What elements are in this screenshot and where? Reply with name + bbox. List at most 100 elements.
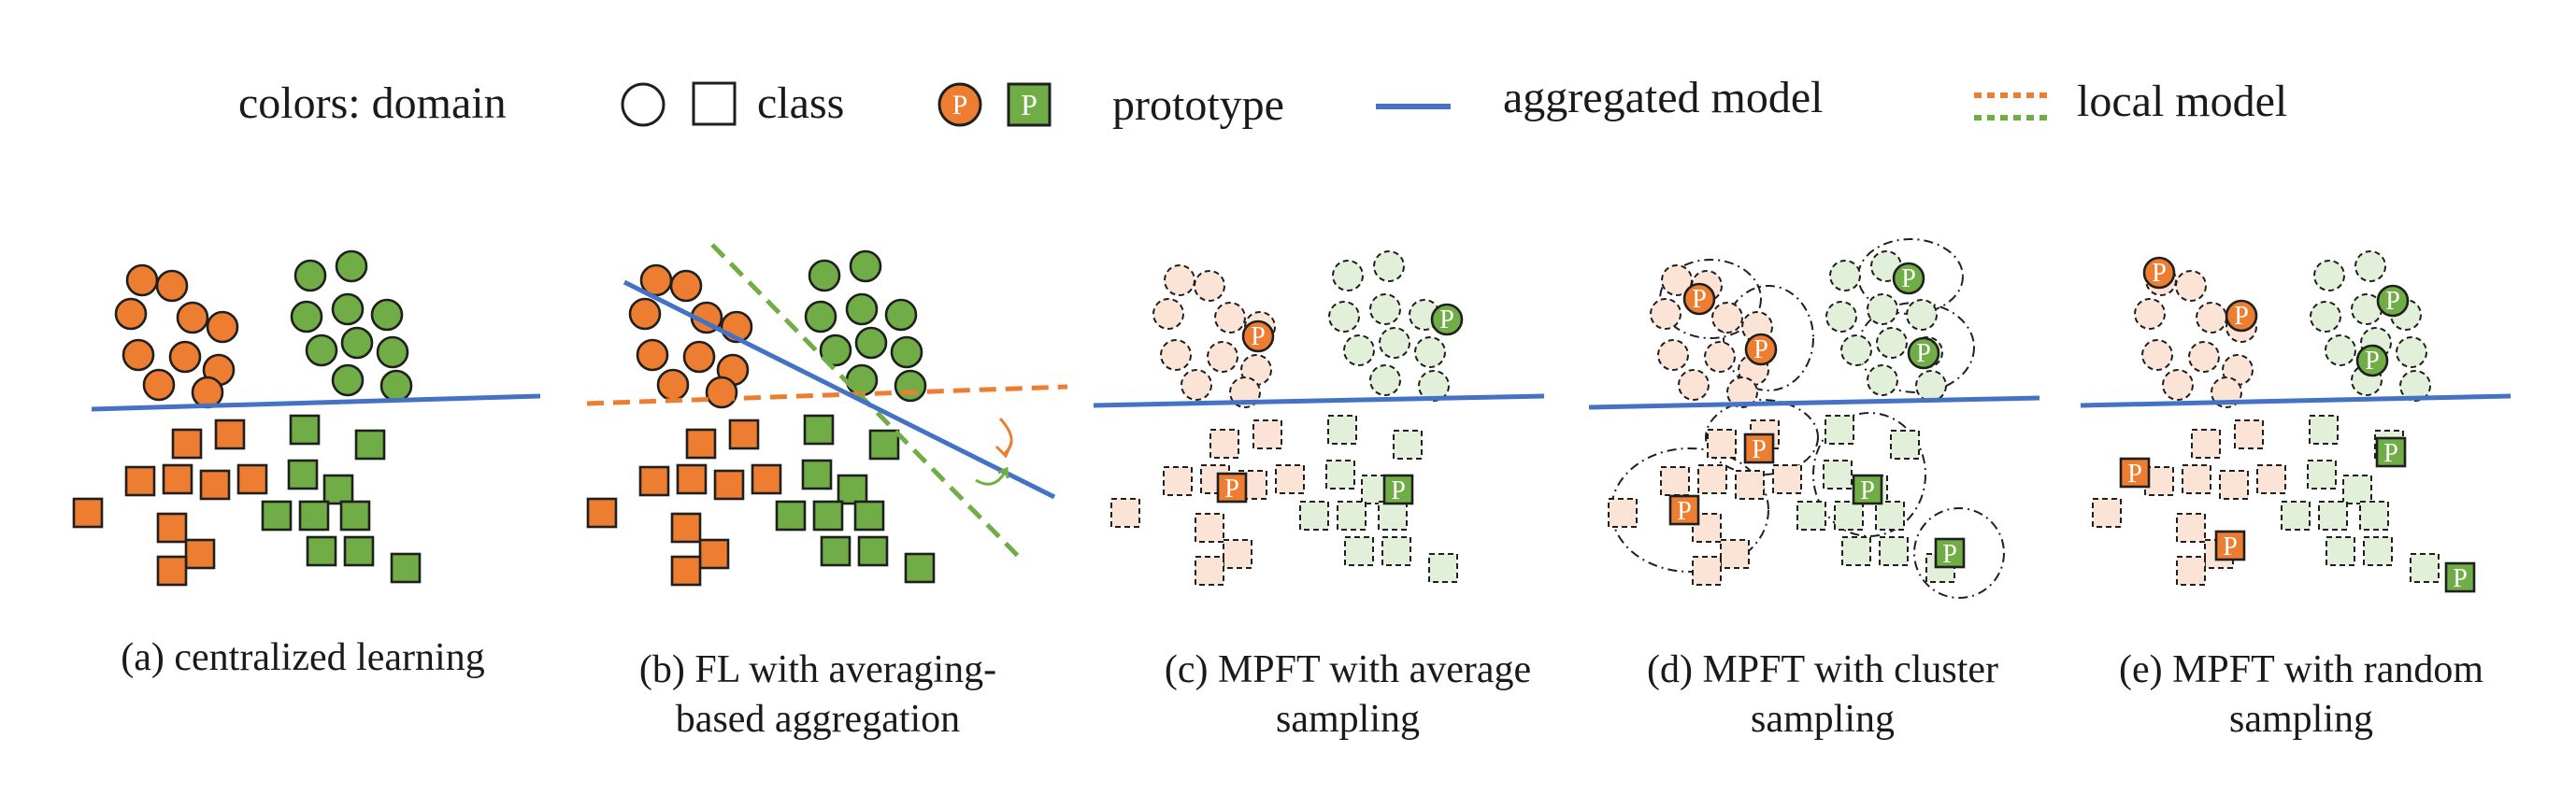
prototype-green-circle-2-glyph: P	[1916, 339, 1931, 368]
green-circle	[1343, 334, 1375, 366]
orange-circle	[125, 263, 159, 297]
orange-square	[1720, 539, 1750, 569]
green-square	[2326, 536, 2355, 566]
rotation-arrowhead-green	[997, 466, 1009, 479]
orange-circle	[1181, 369, 1212, 401]
prototype-green-circle-2	[2355, 344, 2389, 377]
green-square	[2410, 553, 2440, 583]
rotation-arrow-green	[975, 470, 1008, 486]
green-square	[2309, 415, 2339, 445]
orange-square	[171, 428, 203, 460]
green-square	[1834, 501, 1864, 531]
rotation-arrowhead-orange	[995, 442, 1013, 459]
green-circle	[884, 298, 918, 332]
green-square	[801, 459, 833, 490]
prototype-orange-circle-2	[1744, 333, 1778, 366]
green-circle	[1840, 334, 1872, 366]
green-square	[1825, 415, 1854, 445]
green-square	[1841, 536, 1871, 566]
green-circle	[845, 363, 879, 397]
green-circle	[1373, 250, 1405, 282]
orange-circle	[1152, 298, 1184, 330]
orange-circle	[191, 376, 224, 409]
orange-square	[1195, 556, 1224, 586]
orange-square	[1772, 464, 1802, 494]
legend-prototype-label: prototype	[1112, 80, 1284, 130]
orange-circle	[628, 297, 662, 331]
prototype-green-square-1-glyph: P	[1860, 476, 1875, 505]
green-square	[1428, 553, 1458, 583]
green-circle	[2354, 250, 2386, 282]
prototype-orange-square-glyph: P	[1224, 475, 1239, 504]
green-circle	[1332, 260, 1364, 291]
legend-orange-prototype-glyph: P	[952, 90, 968, 121]
orange-square	[685, 428, 717, 460]
orange-square	[162, 463, 193, 495]
prototype-orange-square-2	[1668, 494, 1700, 526]
legend: colors: domain class P P prototype aggre…	[238, 73, 2287, 130]
green-square	[390, 552, 422, 584]
legend-local-label: local model	[2077, 77, 2287, 126]
orange-square	[199, 469, 231, 501]
cluster-ellipse	[1913, 507, 2005, 599]
panel-fl-averaging	[586, 243, 1068, 587]
orange-circle	[155, 269, 189, 303]
prototype-green-circle-2-glyph: P	[2365, 347, 2380, 376]
legend-class-label: class	[757, 78, 844, 128]
prototype-orange-circle-1-glyph: P	[2152, 259, 2167, 288]
legend-square-icon	[692, 81, 737, 126]
orange-circle	[1194, 270, 1225, 302]
orange-square	[1707, 429, 1737, 459]
prototype-green-circle-2	[1907, 336, 1940, 370]
green-square	[1337, 501, 1367, 531]
green-square	[857, 535, 889, 567]
legend-green-prototype-glyph: P	[1021, 88, 1038, 121]
orange-square	[2176, 556, 2206, 586]
green-circle	[1867, 293, 1898, 325]
prototype-green-circle-1	[1892, 262, 1925, 295]
orange-circle	[2141, 339, 2173, 371]
orange-square	[676, 463, 708, 495]
orange-square	[1223, 539, 1252, 569]
prototype-green-square-1	[1852, 474, 1883, 505]
local-model-line-orange	[586, 384, 1068, 406]
aggregated-model-line	[623, 279, 1056, 500]
green-square	[868, 429, 900, 461]
orange-square	[1110, 498, 1140, 528]
prototype-green-square-2	[2444, 561, 2476, 593]
green-square	[1890, 430, 1920, 460]
legend-domain-label: colors: domain	[238, 78, 507, 128]
green-square	[812, 500, 844, 532]
green-circle	[1418, 370, 1450, 402]
green-square	[1344, 536, 1374, 566]
green-circle	[305, 334, 338, 367]
orange-square	[156, 555, 188, 587]
panel-mpft-random-sampling: P P P P P P P P	[2080, 250, 2512, 593]
orange-square	[1735, 470, 1765, 500]
green-square	[343, 535, 375, 567]
prototype-orange-square-1	[2119, 457, 2151, 489]
orange-circle	[1164, 264, 1195, 296]
caption-e-line-2: sampling	[2229, 698, 2373, 741]
orange-circle	[168, 340, 202, 374]
orange-square	[72, 497, 104, 529]
green-circle	[2399, 370, 2431, 402]
green-square	[2307, 460, 2337, 490]
orange-square	[1252, 419, 1282, 449]
orange-square	[1275, 464, 1305, 494]
prototype-orange-circle-2-glyph: P	[1753, 335, 1768, 364]
green-square	[1879, 536, 1909, 566]
green-square	[904, 552, 936, 584]
green-circle	[819, 334, 852, 367]
orange-square	[1660, 466, 1690, 496]
orange-circle	[122, 338, 155, 372]
green-square	[820, 535, 852, 567]
green-circle	[1915, 370, 1947, 402]
legend-green-prototype-icon	[1007, 82, 1052, 127]
orange-circle	[636, 338, 669, 372]
orange-square	[156, 512, 188, 544]
green-square	[853, 500, 885, 532]
green-circle	[331, 363, 365, 397]
orange-circle	[206, 310, 239, 344]
green-square	[261, 500, 293, 532]
